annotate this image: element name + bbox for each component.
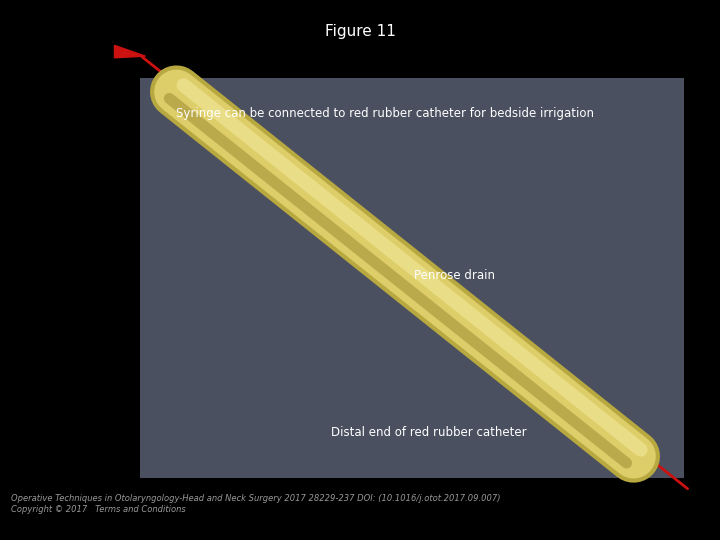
Text: Copyright © 2017   Terms and Conditions: Copyright © 2017 Terms and Conditions [11, 505, 186, 514]
Text: Operative Techniques in Otolaryngology-Head and Neck Surgery 2017 28229-237 DOI:: Operative Techniques in Otolaryngology-H… [11, 494, 500, 503]
Text: Figure 11: Figure 11 [325, 24, 395, 39]
Text: Distal end of red rubber catheter: Distal end of red rubber catheter [331, 426, 527, 438]
Text: Penrose drain: Penrose drain [414, 269, 495, 282]
Text: Syringe can be connected to red rubber catheter for bedside irrigation: Syringe can be connected to red rubber c… [176, 107, 595, 120]
Bar [140, 78, 684, 478]
Polygon shape [114, 45, 145, 58]
